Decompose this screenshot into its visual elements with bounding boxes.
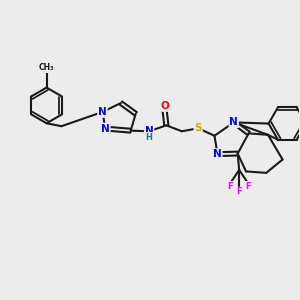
Text: N: N: [230, 117, 238, 128]
Text: N: N: [213, 149, 222, 159]
Text: H: H: [146, 133, 152, 142]
Text: F: F: [236, 188, 242, 196]
Text: CH₃: CH₃: [39, 64, 54, 73]
Text: S: S: [194, 123, 202, 133]
Text: N: N: [98, 107, 107, 117]
Text: F: F: [227, 182, 233, 191]
Text: F: F: [245, 182, 251, 191]
Text: N: N: [145, 126, 154, 136]
Text: N: N: [101, 124, 110, 134]
Text: O: O: [160, 101, 169, 111]
